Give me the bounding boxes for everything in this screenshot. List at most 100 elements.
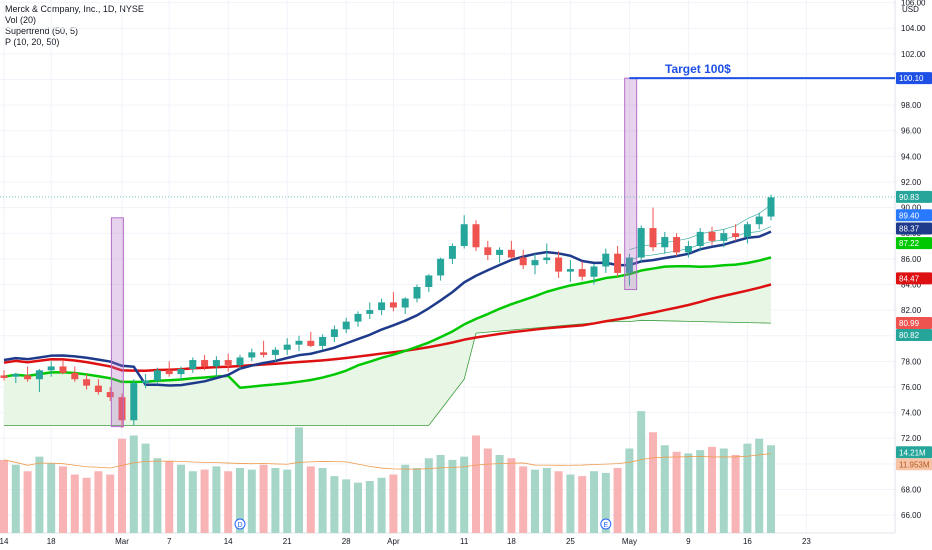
candle-body: [649, 228, 657, 248]
ma50-line: [3, 283, 772, 372]
volume-bar: [708, 446, 716, 533]
price-label-text: 100.10: [899, 74, 924, 83]
volume-bar: [295, 427, 303, 533]
volume-bar: [330, 476, 339, 533]
y-tick-label: 92.00: [901, 178, 922, 187]
candle-body: [283, 344, 291, 350]
volume-bar: [660, 445, 669, 533]
volume-bar: [590, 471, 598, 533]
candle-body: [696, 231, 704, 246]
volume-bar: [318, 468, 327, 533]
volume-bar: [731, 455, 740, 533]
candle-body: [260, 352, 268, 355]
event-marker-label: D: [237, 522, 242, 529]
candle-body: [319, 336, 327, 346]
time-axis[interactable]: 14 18 Mar 7 14 21 28 Apr 11 18 25 May 9 16 23 D E: [0, 518, 811, 546]
volume-bar: [0, 459, 8, 533]
candle-body: [755, 216, 763, 225]
candle-body: [189, 360, 197, 369]
highlight-box-1: [110, 217, 124, 428]
price-label-text: 14.21M: [899, 448, 926, 457]
candle-body: [94, 385, 102, 393]
price-label-text: 80.99: [899, 319, 920, 328]
volume-bar: [424, 458, 433, 533]
y-tick-label: 66.00: [901, 511, 922, 520]
price-axis[interactable]: 66.0068.0070.0072.0074.0076.0078.0080.00…: [896, 0, 932, 520]
volume-bar: [743, 443, 752, 533]
volume-bar: [106, 474, 115, 533]
event-marker: [600, 518, 612, 530]
candle-body: [732, 233, 740, 238]
price-label-text: 87.22: [899, 239, 920, 248]
volume-bar: [118, 438, 126, 533]
candle-body: [507, 249, 515, 258]
volume-bar: [129, 435, 138, 533]
candle-body: [531, 260, 539, 266]
y-tick-label: 96.00: [901, 127, 922, 136]
candle-body: [661, 237, 669, 248]
candle-body: [153, 370, 161, 381]
volume-bar: [59, 466, 67, 533]
y-tick-label: 86.00: [901, 255, 922, 264]
volume-bar: [436, 455, 445, 533]
volume-bar: [389, 474, 398, 533]
volume-bar: [566, 474, 575, 533]
volume-bar: [271, 468, 280, 533]
volume-bar: [483, 448, 492, 533]
candle-body: [71, 372, 79, 380]
y-tick-label: 78.00: [901, 357, 922, 366]
candle-body: [224, 360, 232, 366]
y-tick-label: 98.00: [901, 101, 922, 110]
currency-label: USD: [902, 5, 919, 14]
volume-bar: [224, 471, 233, 533]
candle-body: [578, 269, 586, 277]
candle-body: [106, 392, 114, 398]
volume-bar: [354, 482, 362, 533]
price-label-tag: [896, 190, 932, 203]
y-tick-label: 90.00: [901, 204, 922, 213]
volume-bar: [306, 466, 315, 533]
candle-body: [212, 360, 220, 367]
candle-body: [472, 224, 480, 248]
ma10-line: [3, 230, 772, 387]
y-tick-label: 68.00: [901, 485, 922, 494]
candle-body: [614, 253, 622, 273]
volume-bar: [542, 468, 551, 533]
volume-bar: [342, 479, 351, 533]
volume-bar: [165, 461, 174, 533]
candle-body: [389, 302, 397, 308]
candle-body: [590, 266, 598, 277]
volume-bar: [94, 471, 103, 533]
candle-body: [484, 247, 492, 255]
candle-body: [142, 380, 150, 384]
candles: [0, 194, 775, 428]
price-label-tag: [896, 237, 932, 250]
volume-bar: [365, 481, 374, 533]
volume-bar: [507, 458, 516, 533]
volume-bar: [413, 468, 421, 533]
candle-body: [165, 370, 173, 375]
event-marker: [234, 518, 246, 530]
candle-body: [708, 231, 716, 241]
candle-body: [0, 375, 8, 378]
x-tick-label: 23: [802, 537, 811, 546]
x-tick-label: 18: [507, 537, 516, 546]
volume-bar: [684, 453, 693, 533]
x-tick-label: 11: [460, 537, 469, 546]
candle-body: [555, 257, 563, 272]
candle-body: [330, 329, 338, 337]
x-tick-label: 14: [224, 537, 233, 546]
candle-body: [366, 310, 374, 314]
candle-body: [236, 357, 244, 366]
volume-bar: [649, 432, 657, 533]
event-marker-label: E: [603, 522, 608, 529]
volume-bar: [460, 456, 469, 533]
volume-bar: [188, 471, 197, 533]
legend-p: P (10, 20, 50): [5, 37, 60, 47]
y-tick-label: 72.00: [901, 434, 922, 443]
candle-body: [684, 246, 692, 253]
price-label-tag: [896, 446, 932, 459]
price-label-tag: [896, 329, 932, 342]
candle-body: [12, 374, 20, 377]
